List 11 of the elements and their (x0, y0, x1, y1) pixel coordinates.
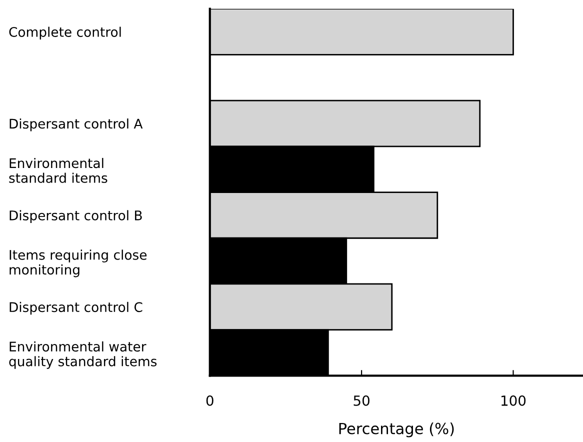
x-tick-label: 100 (502, 395, 526, 406)
y-tick-label: Dispersant control C (10, 302, 142, 315)
y-tick-label: Items requiring close monitoring (10, 250, 147, 278)
y-tick-label: Environmental standard items (9, 158, 108, 183)
y-tick-label: Dispersant control A (10, 118, 143, 132)
x-tick-label: 50 (354, 395, 370, 406)
y-tick-label: Dispersant control B (10, 210, 142, 223)
x-axis-title: Percentage (%) (339, 422, 454, 438)
y-tick-label: Environmental water quality standard items (9, 341, 157, 369)
x-tick-label: 0 (206, 395, 214, 406)
y-tick-label: Complete control (9, 26, 121, 40)
